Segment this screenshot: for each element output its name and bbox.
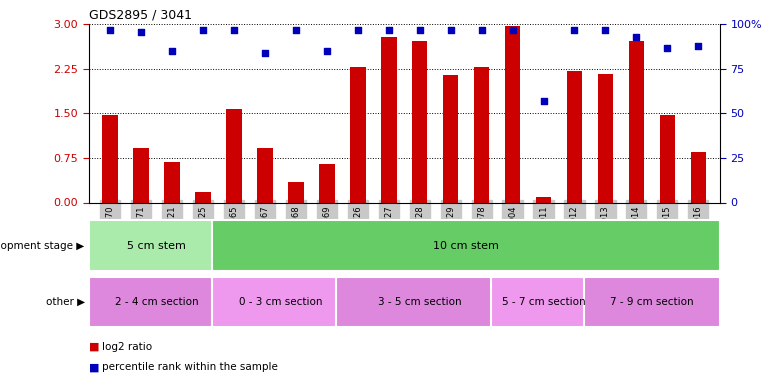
Bar [598,74,613,202]
Point [135,28,147,34]
Text: log2 ratio: log2 ratio [102,342,152,352]
Bar [102,115,118,202]
Text: 3 - 5 cm section: 3 - 5 cm section [378,297,461,307]
Bar [288,182,303,203]
Bar [584,277,720,327]
Point [661,45,674,51]
Point [228,27,240,33]
Point [197,27,209,33]
Point [166,48,179,54]
Point [507,27,519,33]
Point [104,27,116,33]
Point [290,27,302,33]
Text: other ▶: other ▶ [45,297,85,307]
Point [259,50,271,56]
Bar [350,67,366,203]
Point [475,27,487,33]
Bar [505,26,521,202]
Bar [491,277,596,327]
Text: percentile rank within the sample: percentile rank within the sample [102,363,278,372]
Text: 2 - 4 cm section: 2 - 4 cm section [115,297,199,307]
Bar [691,152,706,202]
Point [413,27,426,33]
Bar [443,75,458,202]
Point [537,98,550,104]
Bar [133,148,149,202]
Text: 5 - 7 cm section: 5 - 7 cm section [502,297,585,307]
Bar [89,277,225,327]
Point [599,27,611,33]
Point [321,48,333,54]
Bar [567,70,582,202]
Bar [412,41,427,203]
Point [352,27,364,33]
Text: 0 - 3 cm section: 0 - 3 cm section [239,297,322,307]
Bar [319,164,335,202]
Point [383,27,395,33]
Point [444,27,457,33]
Text: ■: ■ [89,363,99,372]
Bar [213,277,349,327]
Text: 10 cm stem: 10 cm stem [434,241,499,250]
Bar [196,192,211,202]
Text: GDS2895 / 3041: GDS2895 / 3041 [89,9,192,22]
Bar [213,220,720,271]
Text: 7 - 9 cm section: 7 - 9 cm section [610,297,694,307]
Bar [536,196,551,202]
Bar [164,162,180,202]
Bar [336,277,504,327]
Bar [628,41,644,203]
Bar [474,67,490,203]
Bar [257,148,273,202]
Text: development stage ▶: development stage ▶ [0,241,85,250]
Bar [660,115,675,202]
Point [568,27,581,33]
Bar [89,220,225,271]
Text: 5 cm stem: 5 cm stem [127,241,186,250]
Bar [381,38,397,203]
Bar [226,109,242,202]
Point [692,43,705,49]
Point [630,34,642,40]
Text: ■: ■ [89,342,99,352]
